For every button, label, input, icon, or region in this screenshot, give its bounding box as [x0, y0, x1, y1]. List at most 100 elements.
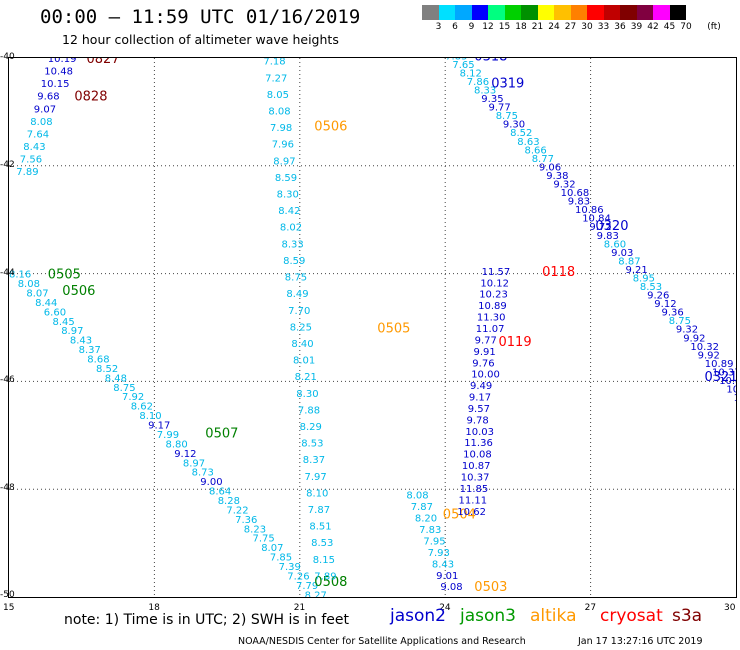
page-title: 00:00 – 11:59 UTC 01/16/2019 [40, 6, 361, 28]
pass-time-label: 0506 [314, 119, 347, 134]
wave-height-value: 11.85 [460, 484, 489, 495]
latitude-tick-label: -42 [0, 159, 15, 170]
color-scale-bar [422, 5, 686, 20]
wave-height-value: 10.89 [478, 301, 507, 312]
wave-height-value: 7.36 [235, 515, 257, 526]
wave-height-value: 8.75 [669, 316, 691, 327]
wave-height-value: 7.83 [419, 525, 441, 536]
wave-height-value: 7.97 [305, 472, 327, 483]
wave-height-value: 8.15 [313, 555, 335, 566]
wave-height-value: 8.02 [280, 223, 302, 234]
wave-height-value: 8.23 [244, 524, 266, 535]
wave-height-value: 7.70 [288, 306, 310, 317]
color-scale-tick: 36 [614, 22, 626, 32]
wave-height-value: 7.86 [467, 77, 489, 88]
wave-height-value: 8.33 [474, 86, 496, 97]
pass-time-label: 0508 [314, 575, 347, 590]
longitude-tick-label: 21 [293, 603, 306, 613]
wave-height-value: 9.36 [662, 308, 684, 319]
satellite-legend-s3a: s3a [672, 606, 703, 626]
wave-height-value: 7.39 [279, 562, 301, 573]
wave-height-value: 9.68 [37, 92, 59, 103]
longitude-tick-label: 30 [724, 603, 736, 613]
wave-height-value: 8.97 [273, 156, 295, 167]
wave-height-value: 7.88 [298, 405, 320, 416]
wave-height-value: 11.36 [464, 438, 493, 449]
color-swatch [422, 5, 439, 20]
wave-height-value: 8.80 [166, 439, 188, 450]
wave-height-value: 11.30 [477, 313, 506, 324]
wave-height-value: 8.10 [139, 411, 161, 422]
wave-height-value: 8.44 [35, 298, 57, 309]
wave-height-value: 7.87 [308, 505, 330, 516]
color-scale-tick: 9 [468, 22, 475, 32]
wave-height-value: 8.08 [18, 279, 40, 290]
wave-height-value: 10.37 [712, 368, 736, 379]
wave-height-value: 9.92 [683, 333, 705, 344]
wave-height-value: 9.12 [654, 299, 676, 310]
wave-height-value: 7.85 [270, 553, 292, 564]
wave-height-value: 10.86 [575, 205, 604, 216]
pass-time-label: 0507 [205, 427, 238, 442]
wave-height-value: 8.30 [277, 190, 299, 201]
wave-height-value: 9.08 [440, 582, 462, 593]
wave-height-value: 8.40 [291, 339, 313, 350]
page-subtitle: 12 hour collection of altimeter wave hei… [62, 32, 339, 47]
wave-height-value: 8.59 [283, 256, 305, 267]
pass-time-label: 0318 [474, 58, 507, 64]
wave-height-value: 7.65 [452, 60, 474, 71]
color-swatch [636, 5, 653, 20]
latitude-tick-label: -46 [0, 375, 15, 386]
longitude-tick-label: 15 [3, 603, 15, 613]
wave-height-value: 9.49 [470, 381, 492, 392]
wave-height-value: 8.08 [268, 107, 290, 118]
footer-note: note: 1) Time is in UTC; 2) SWH is in fe… [64, 612, 350, 628]
generation-timestamp: Jan 17 13:27:16 UTC 2019 [578, 636, 703, 647]
wave-height-value: 9.72 [589, 222, 611, 233]
longitude-tick-label: 18 [148, 603, 160, 613]
color-swatch [438, 5, 455, 20]
wave-height-value: 9.07 [34, 104, 56, 115]
wave-height-value: 8.42 [278, 206, 300, 217]
wave-height-value: 7.22 [226, 505, 248, 516]
wave-height-value: 7.89 [314, 571, 336, 582]
wave-height-value: 8.05 [267, 90, 289, 101]
pass-time-label: 0321 [705, 370, 737, 385]
wave-height-value: 8.28 [218, 496, 240, 507]
wave-height-value: 8.75 [113, 383, 135, 394]
pass-time-label: 0827 [87, 58, 120, 67]
wave-height-value: 7.96 [272, 140, 294, 151]
wave-height-value: 8.07 [261, 543, 283, 554]
wave-height-value: 7.64 [27, 130, 49, 141]
wave-height-value: 10.00 [471, 370, 500, 381]
wave-height-value: 8.73 [192, 468, 214, 479]
wave-height-value: 8.77 [532, 154, 554, 165]
wave-height-value: 8.48 [105, 373, 127, 384]
wave-height-value: 8.37 [303, 455, 325, 466]
wave-height-value: 10.23 [479, 290, 508, 301]
wave-height-value: 9.78 [467, 415, 489, 426]
wave-height-value: 7.98 [270, 123, 292, 134]
wave-height-value: 10.48 [719, 376, 736, 387]
wave-height-value: 8.53 [311, 538, 333, 549]
wave-height-value: 8.08 [30, 117, 52, 128]
color-swatch [554, 5, 571, 20]
map-canvas: 10.1910.4810.159.689.078.087.648.437.567… [9, 49, 740, 601]
wave-height-value: 8.43 [23, 142, 45, 153]
color-swatch [471, 5, 488, 20]
color-scale-tick: 45 [663, 22, 676, 32]
wave-height-value: 8.16 [9, 270, 31, 281]
wave-height-value: 8.63 [517, 137, 539, 148]
wave-height-value: 9.17 [469, 393, 491, 404]
wave-height-value: 8.53 [301, 439, 323, 450]
wave-height-value: 10.96 [726, 385, 736, 396]
color-scale-tick: 39 [630, 22, 643, 32]
wave-height-value: 8.68 [87, 355, 109, 366]
wave-height-value: 10.32 [690, 342, 719, 353]
pass-time-label: 0119 [499, 335, 532, 350]
color-scale-tick: 18 [515, 22, 527, 32]
wave-height-value: 9.38 [546, 171, 568, 182]
wave-height-value: 7.26 [287, 571, 309, 582]
map-plot-area: 10.19 10.48 10.15 9.68 9.07 8.08 7.64 8.43 7.56 7… [8, 49, 740, 601]
